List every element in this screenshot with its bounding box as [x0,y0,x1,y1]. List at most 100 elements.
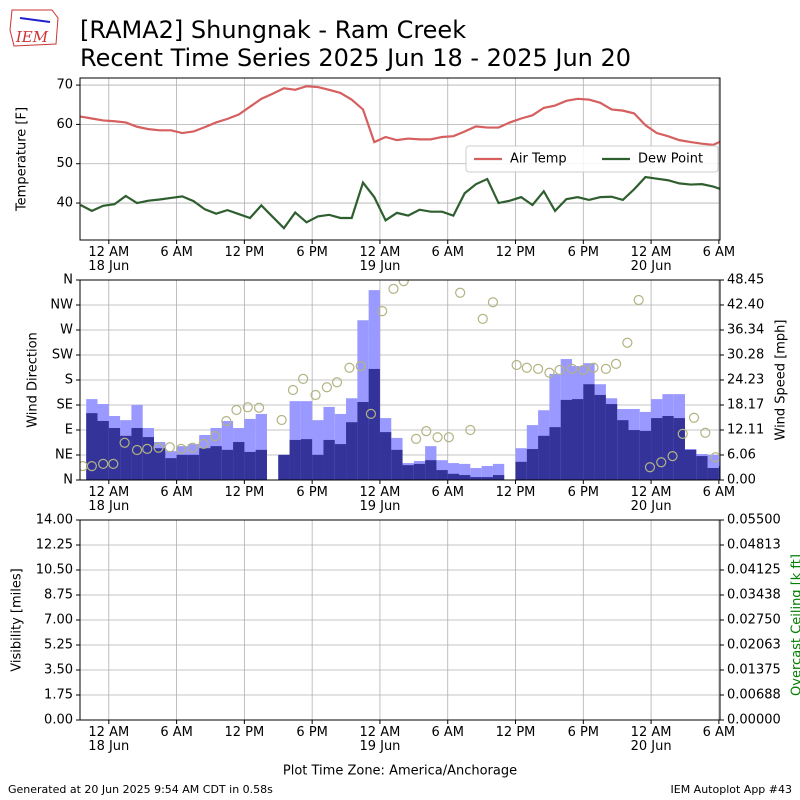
point [231,404,242,416]
logo: IEM [9,9,59,47]
y2-tick-label: 18.17 [727,397,764,412]
bar [425,460,437,480]
point [287,384,299,396]
bar [312,454,324,480]
point [544,367,555,378]
point [209,431,221,442]
y-tick-label: NW [50,298,73,313]
point [86,461,97,472]
point [153,442,164,453]
bar [470,477,482,480]
logo-outline [9,9,59,47]
bar [379,432,392,480]
bar [662,416,674,480]
bar [459,475,471,480]
y-tick-label: SW [52,348,73,363]
x-tick-label: 6 PM [296,725,328,740]
bar [549,427,561,480]
bar [357,320,369,480]
point [253,402,265,413]
x-tick-label: 12 AM 20 Jun [630,245,672,274]
x-tick-label: 6 AM [431,245,464,260]
point [410,433,422,444]
bar [447,473,460,480]
bar [233,442,245,480]
bar [120,435,132,480]
y2-tick-label: 0.00 [727,473,756,488]
y-tick-label: 14.00 [36,513,73,528]
point [164,442,175,453]
bar [199,448,211,480]
point [198,438,209,449]
bar [436,470,448,480]
point [511,359,522,371]
point [432,432,443,443]
bar [300,439,313,480]
bar [538,435,550,480]
bar [97,420,109,480]
point [667,451,678,462]
x-tick-label: 6 PM [567,245,600,260]
y2-tick-label: 0.00688 [727,688,781,703]
bar [617,420,629,480]
bar [289,439,301,480]
bar [278,454,290,480]
point [298,373,309,384]
x-tick-label: 6 AM [431,485,464,500]
bar [402,465,414,480]
point [242,402,253,413]
y-tick-label: 3.50 [44,663,73,678]
point [344,362,355,373]
bar [391,449,403,480]
bar [549,373,561,480]
point [578,364,589,376]
x-tick-label: 6 AM [160,485,193,500]
point [533,363,544,374]
point [688,412,700,423]
bar [323,439,335,480]
y2-tick-label: 6.06 [727,447,756,462]
point [656,457,667,468]
point [610,358,622,369]
y-tick-label: 5.25 [44,638,73,653]
point [119,437,130,448]
point [187,442,198,453]
x-tick-label: 6 PM [567,485,600,500]
y-tick-label: 7.00 [44,613,73,628]
point [487,297,499,308]
y2-axis-label: Overcast Ceiling [k ft] [790,554,800,696]
point [365,408,377,419]
point [276,414,287,426]
footer-right: IEM Autoplot App #43 [671,783,793,796]
bar [684,449,697,480]
legend-label: Dew Point [638,152,703,167]
bar [572,399,584,480]
y2-tick-label: 24.23 [727,372,764,387]
bar [707,468,719,480]
bar [142,437,154,480]
bar [696,456,708,480]
point [321,382,332,393]
line-series [80,85,720,146]
point [142,443,153,454]
y2-axis-label: Wind Speed [mph] [774,320,789,441]
y-tick-label: 40 [56,196,73,211]
y-tick-label: E [65,423,73,438]
y-tick-label: NE [55,448,73,463]
bar [560,399,573,480]
bar [526,449,539,480]
bar [673,418,685,480]
x-tick-label: 12 AM 18 Jun [88,725,130,754]
bar [481,465,493,480]
subtitle: Recent Time Series 2025 Jun 18 - 2025 Ju… [80,44,631,72]
point [421,426,432,437]
point [377,306,388,317]
point [644,462,656,473]
bar [176,454,188,480]
point [108,458,119,469]
point [221,416,232,427]
point [98,458,109,469]
axes-frame [79,519,721,721]
point [477,313,488,324]
